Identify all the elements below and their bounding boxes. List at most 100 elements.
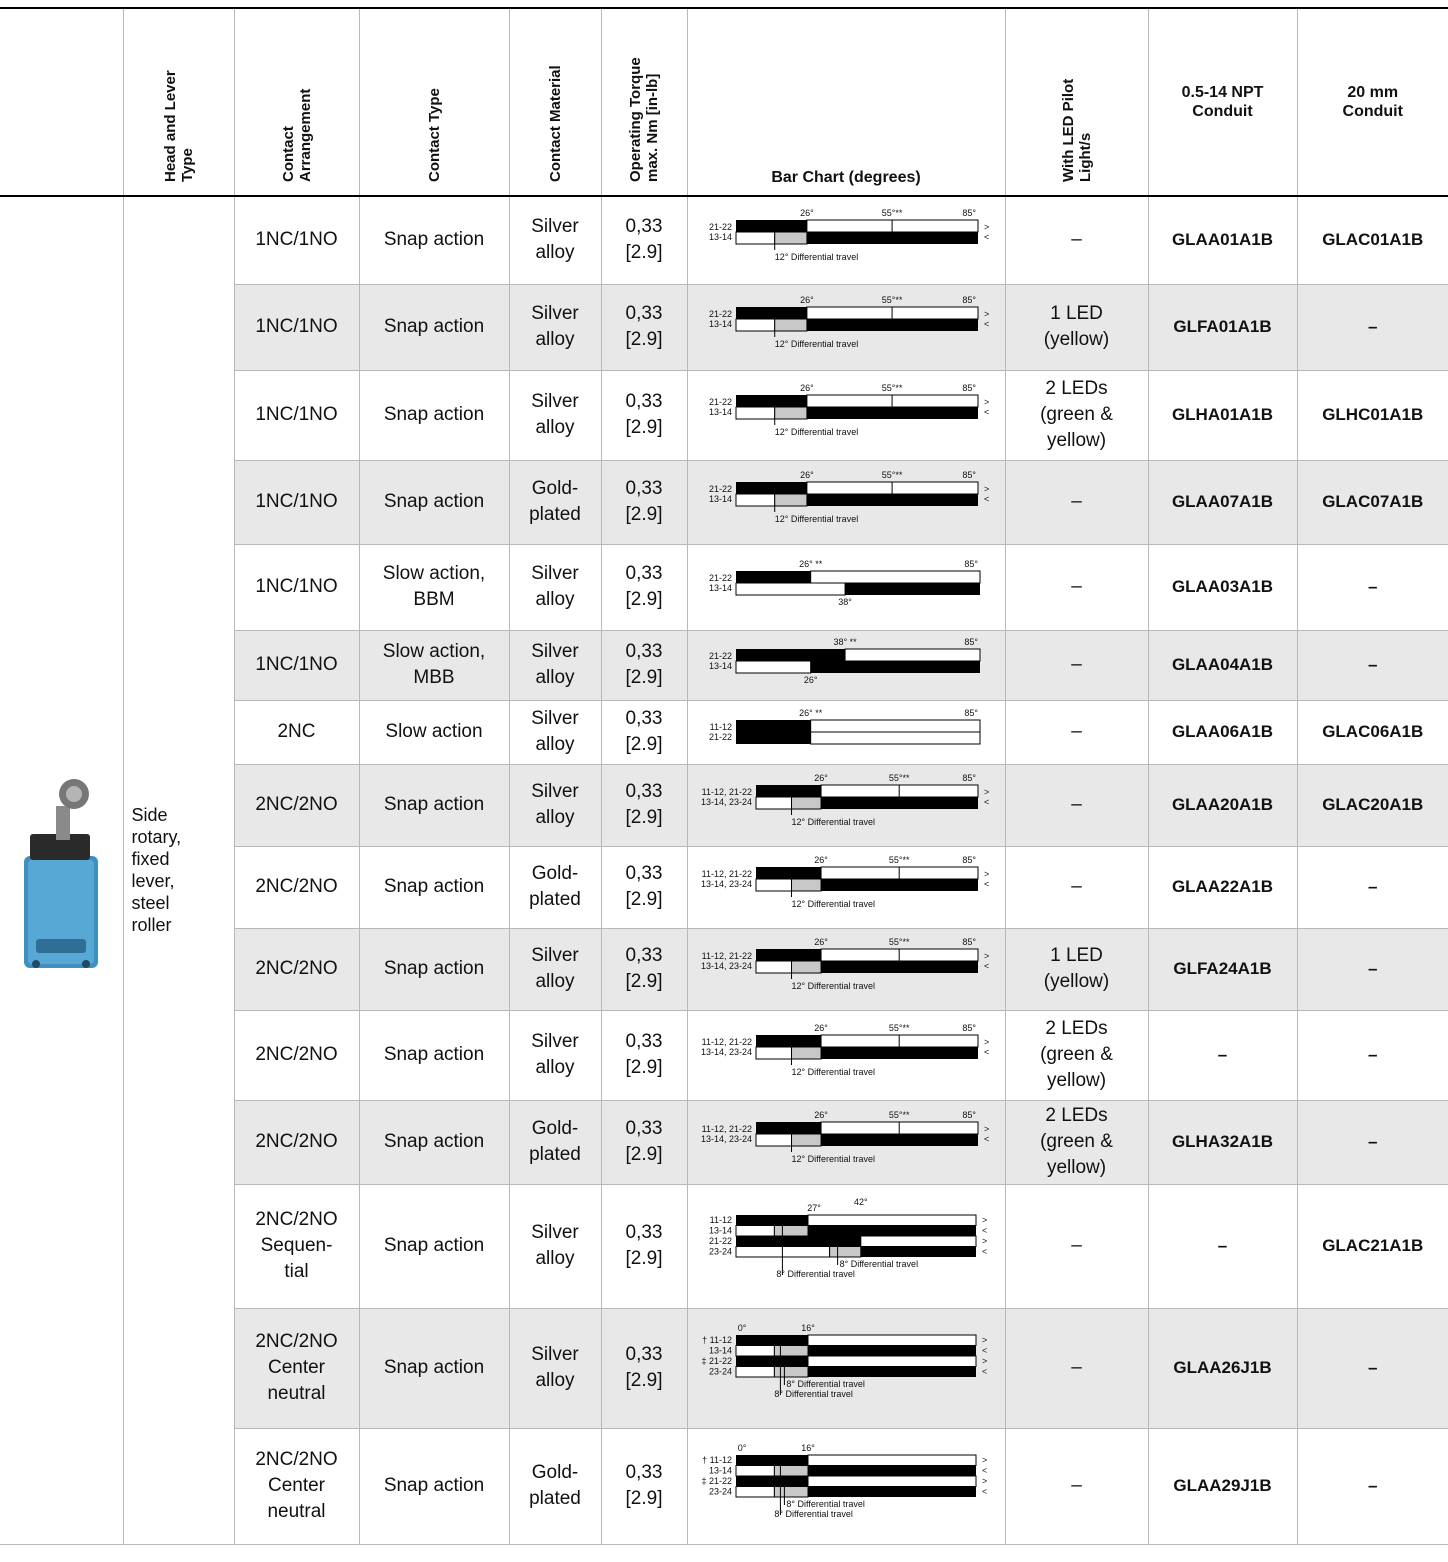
led-pilot-light: –: [1004, 629, 1149, 701]
tick-label: 26°: [814, 855, 828, 865]
led-pilot-light: 1 LED (yellow): [1004, 927, 1149, 1011]
closed-bar: [735, 1215, 808, 1226]
differential-note: 8° Differential travel: [776, 1269, 854, 1279]
operating-torque: 0,33 [2.9]: [600, 369, 688, 461]
header-row: Head and Lever Type Contact Arrangement …: [0, 7, 1448, 197]
bar-chart: 0° 16° † 11-12 >13-14 < ‡ 21-22 >23-24 <8° Diff…: [701, 1323, 987, 1399]
contact-arrangement: 2NC: [233, 699, 360, 765]
bar-chart: 27° 42° 11-12 >13-14 <21-22 >23-24 <8° Differe…: [708, 1197, 987, 1279]
closed-bar: [806, 319, 978, 331]
closed-bar: [755, 785, 821, 797]
closed-bar: [735, 720, 811, 744]
circuit-label: 11-12, 21-22: [701, 951, 751, 961]
contact-arrangement: 2NC/2NO Sequen- tial: [233, 1183, 360, 1309]
circuit-label: 21-22: [708, 573, 731, 583]
bar-chart-cell: 27° 42° 11-12 >13-14 <21-22 >23-24 <8° Differe…: [686, 1183, 1006, 1309]
header-npt: 0.5-14 NPT Conduit: [1147, 7, 1298, 197]
operating-torque: 0,33 [2.9]: [600, 195, 688, 285]
closed-bar: [806, 407, 978, 419]
circuit-label: 21-22: [708, 732, 731, 742]
tick-label: 38°: [838, 597, 852, 607]
circuit-label: 11-12, 21-22: [701, 1124, 751, 1134]
closed-bar: [820, 879, 978, 891]
direction-marker: >: [984, 222, 989, 232]
contact-arrangement: 1NC/1NO: [233, 543, 360, 631]
open-bar: [755, 1133, 792, 1147]
differential-bar: [773, 1366, 808, 1378]
differential-note: 12° Differential travel: [791, 1067, 874, 1077]
mm20-part-number: –: [1296, 1009, 1448, 1101]
tick-label: 42°: [853, 1197, 867, 1207]
header-contact-type-text: Contact Type: [425, 88, 443, 182]
contact-type: Snap action: [358, 845, 510, 929]
led-pilot-light: –: [1004, 543, 1149, 631]
circuit-label: 13-14: [708, 583, 731, 593]
differential-note: 8° Differential travel: [786, 1379, 864, 1389]
differential-note: 12° Differential travel: [774, 252, 857, 262]
header-contact-arrangement: Contact Arrangement: [233, 7, 360, 197]
contact-arrangement: 2NC/2NO: [233, 1009, 360, 1101]
closed-bar: [735, 482, 807, 494]
product-image-cell: [0, 195, 124, 1545]
open-bar: [735, 318, 775, 332]
direction-marker: <: [984, 407, 989, 417]
closed-bar: [820, 797, 978, 809]
closed-bar: [807, 1486, 976, 1497]
contact-arrangement: 1NC/1NO: [233, 369, 360, 461]
mm20-part-number: –: [1296, 1099, 1448, 1185]
tick-label: 27°: [807, 1203, 821, 1213]
differential-bar: [773, 406, 807, 420]
tick-label: 55°**: [881, 383, 902, 393]
npt-part-number: GLAA22A1B: [1147, 845, 1298, 929]
open-bar: [735, 406, 775, 420]
tick-label: 85°: [962, 773, 976, 783]
direction-marker: >: [984, 309, 989, 319]
closed-bar: [735, 1455, 808, 1466]
tick-label: 0°: [737, 1323, 746, 1333]
circuit-label: 13-14: [708, 661, 731, 671]
table-row: 1NC/1NO Slow action, MBB Silver alloy 0,33 …: [0, 629, 1448, 701]
tick-label: 85°: [964, 559, 978, 569]
direction-marker: >: [984, 1037, 989, 1047]
circuit-label: 13-14: [708, 232, 731, 242]
contact-type: Snap action: [358, 1099, 510, 1185]
circuit-label: ‡ 21-22: [701, 1476, 732, 1486]
npt-part-number: GLHA32A1B: [1147, 1099, 1298, 1185]
table-row: 2NC/2NO Snap action Silver alloy 0,33 [2.9]…: [0, 927, 1448, 1011]
header-torque-text: Operating Torque max. Nm [in-lb]: [627, 57, 661, 182]
npt-part-number: GLFA24A1B: [1147, 927, 1298, 1011]
bar-chart: 0° 16° † 11-12 >13-14 < ‡ 21-22 >23-24 <8° Diff…: [701, 1443, 987, 1519]
tick-label: 26°: [814, 773, 828, 783]
operating-torque: 0,33 [2.9]: [600, 1009, 688, 1101]
led-pilot-light: –: [1004, 459, 1149, 545]
tick-label: 85°: [962, 383, 976, 393]
bar-chart-cell: 0° 16° † 11-12 >13-14 < ‡ 21-22 >23-24 <8° Diff…: [686, 1427, 1006, 1545]
led-pilot-light: –: [1004, 845, 1149, 929]
direction-marker: >: [982, 1215, 987, 1225]
operating-torque: 0,33 [2.9]: [600, 1427, 688, 1545]
bar-chart-cell: 26° 55°** 85° 21-22 13-14 > <12° Differential …: [686, 459, 1006, 545]
differential-note: 8° Differential travel: [774, 1509, 852, 1519]
circuit-label: 13-14, 23-24: [700, 797, 751, 807]
open-bar: [755, 1046, 792, 1060]
circuit-label: 23-24: [708, 1487, 731, 1497]
direction-marker: <: [984, 879, 989, 889]
closed-bar: [755, 1035, 821, 1047]
differential-bar: [773, 1225, 808, 1237]
table-row: 2NC Slow action Silver alloy 0,33 [2.9] 26° …: [0, 699, 1448, 765]
circuit-label: 11-12, 21-22: [701, 869, 751, 879]
tick-label: 85°: [962, 855, 976, 865]
npt-part-number: GLAA29J1B: [1147, 1427, 1298, 1545]
circuit-label: 11-12, 21-22: [701, 787, 751, 797]
open-bar: [807, 1334, 976, 1346]
contact-material: Silver alloy: [508, 283, 602, 371]
closed-bar: [735, 1236, 861, 1247]
direction-marker: >: [984, 1124, 989, 1134]
npt-part-number: GLAA03A1B: [1147, 543, 1298, 631]
differential-bar: [773, 1486, 808, 1498]
open-bar: [807, 1454, 976, 1466]
direction-marker: >: [984, 869, 989, 879]
